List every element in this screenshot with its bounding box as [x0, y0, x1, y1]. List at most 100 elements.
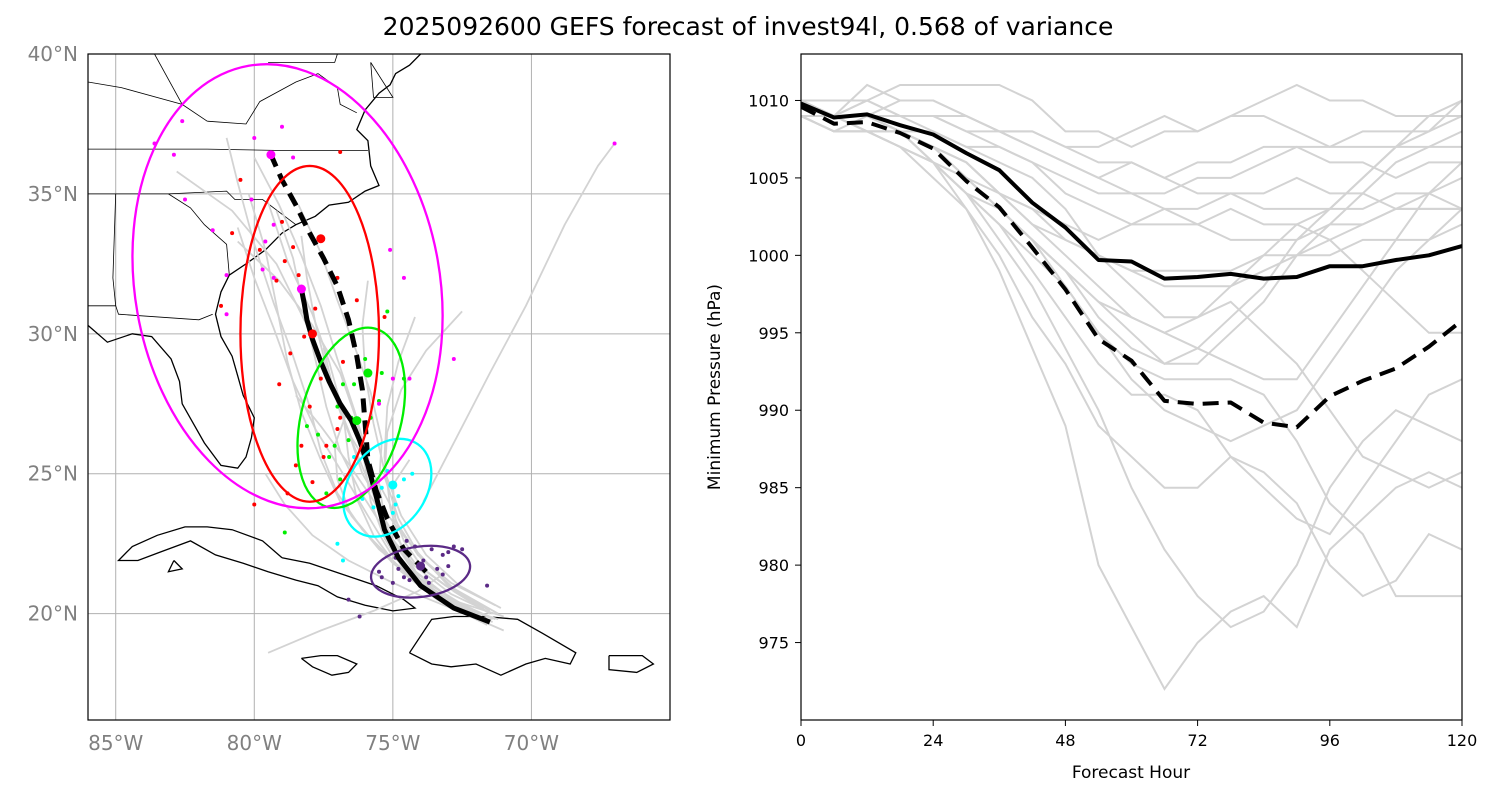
ellipse-center-marker [316, 234, 326, 244]
y-tick-label: 985 [758, 479, 789, 498]
x-tick-label: 96 [1320, 731, 1340, 750]
member-position-dot [396, 494, 401, 499]
member-pressure-line [801, 99, 1462, 180]
member-position-dot [426, 580, 431, 585]
member-position-dot [379, 485, 384, 490]
member-position-dot [340, 558, 345, 563]
member-position-dot [401, 275, 406, 280]
member-pressure-line [801, 115, 1462, 365]
member-pressure-line [801, 115, 1462, 489]
member-position-dot [338, 415, 343, 420]
lat-tick-label: 35°N [28, 182, 78, 206]
mean-pressure-line [801, 101, 1462, 281]
member-pressure-line [801, 99, 1462, 195]
member-position-dot [346, 438, 351, 443]
state-border [268, 54, 338, 63]
member-position-dot [257, 247, 262, 252]
member-position-dot [210, 228, 215, 233]
member-track [422, 142, 616, 503]
state-border [168, 193, 230, 276]
map-frame [87, 53, 671, 721]
median-pressure-line [801, 104, 1462, 430]
member-position-dot [485, 583, 490, 588]
member-position-dot [338, 149, 343, 154]
coastline [301, 654, 358, 676]
member-position-dot [219, 303, 224, 308]
member-position-dot [324, 491, 329, 496]
member-position-dot [371, 505, 376, 510]
member-position-dot [340, 359, 345, 364]
member-position-dot [407, 578, 412, 583]
x-tick-label: 48 [1055, 731, 1075, 750]
member-position-dot [451, 357, 456, 362]
ellipse-center-marker [363, 368, 373, 378]
map-tick-labels: 20°N 25°N 30°N 35°N 40°N 85°W 80°W 75°W 70°W [28, 42, 560, 755]
member-position-dot [390, 510, 395, 515]
uncertainty-ellipse [369, 544, 472, 599]
member-position-dot [377, 569, 381, 574]
coastline [167, 560, 184, 573]
ellipse-center-marker [416, 561, 426, 571]
member-position-dot [396, 566, 401, 571]
state-border [370, 62, 394, 98]
member-position-dot [280, 219, 284, 224]
member-position-dot [410, 471, 415, 476]
y-tick-label: 980 [758, 556, 789, 575]
plot-frame [800, 53, 1463, 721]
member-position-dot [385, 309, 390, 314]
state-border [88, 193, 117, 307]
plot-tick-labels: 0 24 48 72 96 120 975 980 985 990 995 1000 1005 1010 [748, 91, 1477, 750]
member-position-dot [404, 538, 409, 543]
member-position-dot [340, 382, 345, 387]
member-position-dot [313, 306, 318, 311]
member-position-dot [224, 312, 229, 317]
member-position-dot [429, 547, 434, 552]
lon-tick-label: 80°W [227, 731, 282, 755]
member-position-dot [354, 298, 359, 303]
ellipse-center-marker [307, 329, 317, 339]
member-position-dot [446, 564, 451, 569]
state-border [115, 305, 213, 321]
member-position-dot [183, 197, 187, 202]
state-border [88, 148, 368, 151]
member-position-dot [451, 544, 456, 549]
member-position-dot [252, 502, 257, 507]
y-tick-label: 1000 [748, 246, 789, 265]
chart-title: 2025092600 GEFS forecast of invest94l, 0… [382, 12, 1114, 41]
member-position-dot [390, 580, 395, 585]
state-border [88, 81, 208, 122]
lon-tick-label: 85°W [88, 731, 143, 755]
member-pressure-line [801, 99, 1462, 241]
member-position-dot [407, 376, 412, 381]
y-axis-label: Minimum Pressure (hPa) [705, 284, 725, 490]
coastline [408, 615, 577, 676]
y-tick-label: 1010 [748, 91, 789, 110]
member-position-dot [310, 480, 315, 485]
member-position-dot [260, 267, 265, 272]
coastline [608, 654, 655, 674]
lat-tick-label: 25°N [28, 462, 78, 486]
y-tick-label: 1005 [748, 169, 789, 188]
member-position-dot [249, 197, 254, 202]
lat-tick-label: 30°N [28, 322, 78, 346]
uncertainty-ellipse [342, 437, 433, 538]
member-position-dot [379, 371, 384, 376]
member-track [391, 459, 496, 607]
member-position-dot [446, 550, 451, 555]
mean-track [298, 288, 491, 625]
member-position-dot [307, 404, 312, 409]
member-position-dot [282, 530, 287, 535]
member-pressure-line [801, 115, 1462, 598]
member-position-dot [296, 273, 301, 278]
x-tick-label: 0 [796, 731, 806, 750]
member-position-dot [363, 357, 368, 362]
member-position-dot [291, 245, 296, 250]
member-position-dot [288, 351, 293, 356]
y-tick-label: 995 [758, 324, 789, 343]
member-position-dot [293, 463, 298, 468]
member-pressure-line [801, 99, 1462, 365]
member-track [253, 157, 496, 621]
member-position-dot [338, 477, 343, 482]
member-position-dot [377, 398, 381, 403]
member-position-dot [401, 575, 406, 580]
